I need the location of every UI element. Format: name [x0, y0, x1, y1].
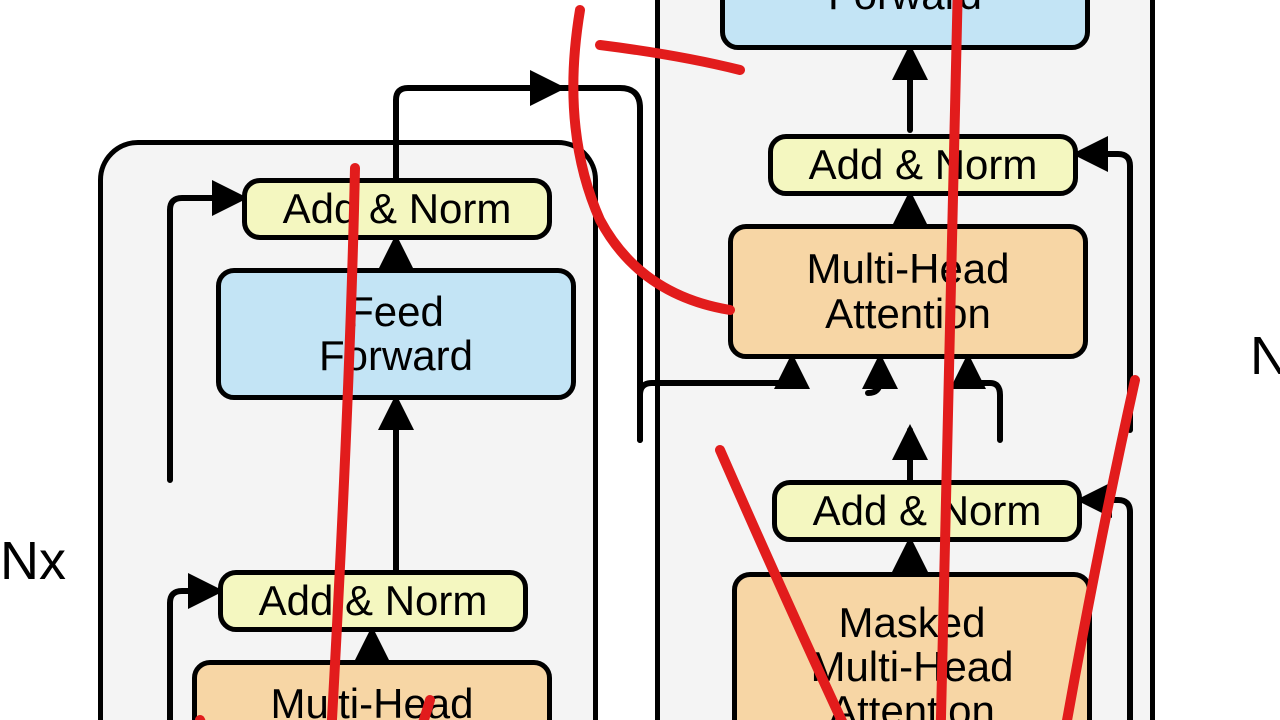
dec_addnorm_bot: Add & Norm	[772, 480, 1082, 542]
enc_attention: Multi-Head Attention	[192, 660, 552, 720]
dec_masked_attn: Masked Multi-Head Attention	[732, 572, 1092, 720]
label-nx_left: Nx	[0, 530, 66, 592]
diagram-stage: Add & Norm Feed Forward Add & Norm Multi-He…	[0, 0, 1280, 720]
enc_addnorm_top: Add & Norm	[242, 178, 552, 240]
label-nx_right: N	[1250, 325, 1280, 387]
dec_addnorm_mid: Add & Norm	[768, 134, 1078, 196]
dec_attention: Multi-Head Attention	[728, 224, 1088, 359]
enc_feedforward: Feed Forward	[216, 268, 576, 400]
enc_addnorm_bot: Add & Norm	[218, 570, 528, 632]
dec_forward_top: Forward	[720, 0, 1090, 50]
